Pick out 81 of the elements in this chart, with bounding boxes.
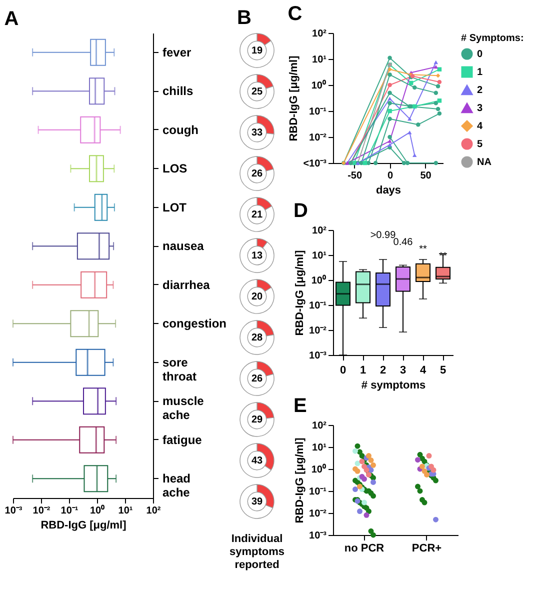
text: Individual symptoms reported xyxy=(229,533,285,571)
text: 20 xyxy=(251,292,263,302)
chart-title: D xyxy=(294,200,308,222)
x-axis-title: days xyxy=(376,184,402,196)
y-tick-label: 10⁻³ xyxy=(309,530,328,542)
annotation: ** xyxy=(419,244,427,255)
y-tick-label: 10⁻² xyxy=(309,326,328,336)
x-tick-label: 10⁰ xyxy=(90,504,106,516)
x-tick-label: 2 xyxy=(380,364,386,376)
text: 43 xyxy=(251,456,263,466)
y-tick-label: 10⁰ xyxy=(311,274,326,286)
x-tick-label: 10⁻² xyxy=(32,506,51,516)
legend-label: 5 xyxy=(477,139,483,150)
text: 25 xyxy=(251,86,263,98)
x-tick-label: 4 xyxy=(420,364,427,376)
y-tick-label: 10¹ xyxy=(312,54,328,66)
y-tick-label: cough xyxy=(162,122,198,137)
y-tick-label: 10⁰ xyxy=(311,464,326,476)
x-tick-label: 0 xyxy=(340,364,346,376)
chart-title: A xyxy=(4,8,19,30)
legend-label: 0 xyxy=(477,49,483,60)
x-tick-label: 10⁻¹ xyxy=(60,506,79,516)
annotation: 0.46 xyxy=(393,237,414,248)
x-tick-label: 10² xyxy=(146,506,162,516)
y-tick-label: LOS xyxy=(162,162,188,176)
y-tick-label: <10⁻³ xyxy=(303,158,328,170)
chart-title: E xyxy=(294,395,307,417)
y-tick-label: 10² xyxy=(312,226,328,236)
text: 33 xyxy=(251,128,263,138)
chart-title: B xyxy=(237,7,252,30)
legend-label: 4 xyxy=(477,121,483,132)
y-tick-label: chills xyxy=(162,84,194,98)
y-tick-label: nausea xyxy=(162,239,204,254)
y-tick-label: 10⁰ xyxy=(311,80,326,92)
y-tick-label: 10⁻¹ xyxy=(309,106,328,118)
y-tick-label: congestion xyxy=(162,316,227,331)
text: 29 xyxy=(251,414,263,426)
x-tick-label: no PCR xyxy=(344,542,384,554)
text: 39 xyxy=(251,496,263,508)
x-tick-label: PCR+ xyxy=(412,542,442,554)
y-axis-title: RBD-IgG [μg/ml] xyxy=(294,250,306,336)
text: 26 xyxy=(251,374,263,384)
y-tick-label: 10⁻³ xyxy=(309,350,328,362)
text: 28 xyxy=(251,332,263,344)
chart-title: C xyxy=(288,3,302,25)
y-tick-label: fever xyxy=(162,45,192,60)
x-axis-title: # symptoms xyxy=(361,380,426,392)
y-tick-label: diarrhea xyxy=(162,278,210,292)
y-tick-label: muscle ache xyxy=(162,394,204,422)
y-tick-label: sore throat xyxy=(162,355,196,384)
x-tick-label: 1 xyxy=(360,364,366,376)
annotation: ** xyxy=(439,251,447,262)
legend-title: # Symptoms: xyxy=(461,33,524,44)
y-tick-label: 10⁻¹ xyxy=(309,300,328,312)
y-tick-label: 10² xyxy=(312,28,328,40)
x-axis-title: RBD-IgG [μg/ml] xyxy=(40,520,127,532)
text: 19 xyxy=(251,46,263,56)
x-tick-label: 3 xyxy=(400,364,406,376)
x-tick-label: 5 xyxy=(440,364,446,376)
y-tick-label: 10¹ xyxy=(312,250,328,262)
y-tick-label: 10¹ xyxy=(312,442,328,454)
y-tick-label: LOT xyxy=(162,200,188,214)
y-tick-label: 10⁻² xyxy=(309,132,328,144)
text: 13 xyxy=(251,250,263,262)
legend-label: 3 xyxy=(477,103,483,114)
y-axis-title: RBD-IgG [μg/ml] xyxy=(288,55,300,142)
x-tick-label: 0 xyxy=(387,170,394,182)
y-tick-label: 10⁻¹ xyxy=(309,486,328,498)
text: 26 xyxy=(251,168,263,180)
y-tick-label: fatigue xyxy=(162,432,202,447)
y-tick-label: 10² xyxy=(312,420,328,432)
y-tick-label: head ache xyxy=(162,472,191,500)
legend-label: NA xyxy=(477,157,492,168)
legend-label: 1 xyxy=(477,67,483,78)
legend-label: 2 xyxy=(477,85,483,96)
x-tick-label: -50 xyxy=(348,170,362,182)
x-tick-label: 10¹ xyxy=(118,506,134,516)
x-tick-label: 50 xyxy=(420,170,432,182)
x-tick-label: 10⁻³ xyxy=(4,506,23,516)
y-axis-title: RBD-IgG [μg/ml] xyxy=(294,437,306,524)
text: 21 xyxy=(251,210,263,220)
